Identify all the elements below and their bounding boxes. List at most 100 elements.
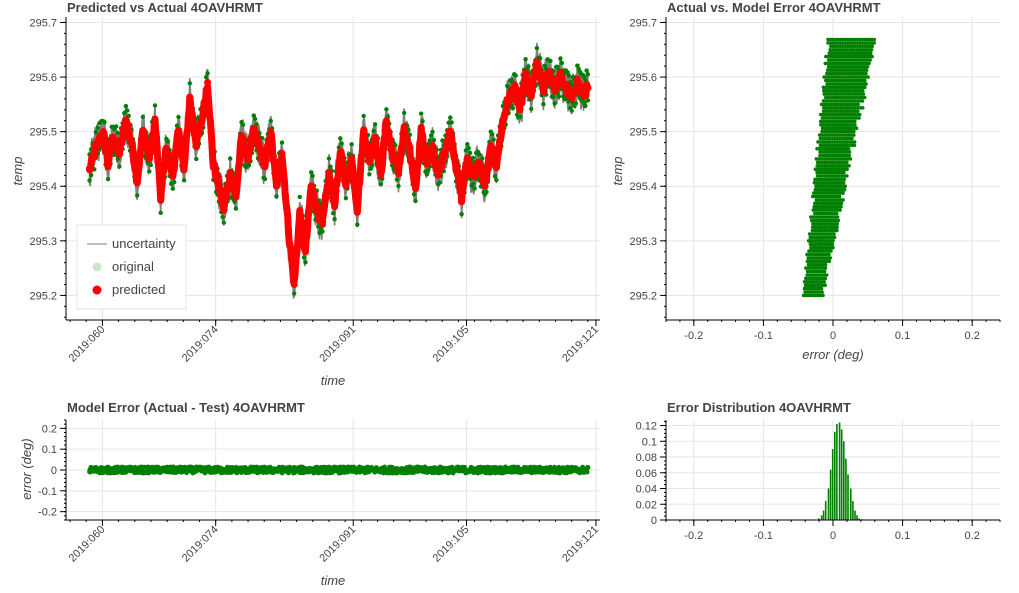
error-point [866, 75, 870, 79]
error-point [833, 85, 838, 90]
error-point [865, 41, 869, 45]
error-point [831, 191, 835, 195]
error-point [830, 187, 835, 192]
error-point [847, 71, 851, 76]
y-tick-label: 295.4 [29, 181, 57, 193]
error-point [841, 58, 846, 62]
error-point [842, 82, 846, 86]
error-point [841, 109, 845, 113]
original-point [584, 68, 589, 73]
original-point [472, 186, 477, 191]
error-point [823, 140, 828, 144]
model-error-vs-temp-panel: Actual vs. Model Error 4OAVHRMT -0.2 -0.1… [610, 0, 1001, 362]
error-point [820, 146, 824, 151]
predicted-point [406, 150, 414, 157]
original-point [194, 156, 199, 162]
error-point [816, 191, 821, 195]
predicted-point [232, 193, 240, 201]
error-point [832, 174, 837, 178]
histogram-bar [820, 515, 823, 520]
error-point [841, 88, 846, 93]
original-point [427, 138, 432, 143]
histogram-bar [840, 429, 843, 520]
error-point [814, 157, 819, 161]
error-point [847, 150, 852, 154]
predicted-point [556, 73, 564, 81]
original-point [343, 196, 349, 201]
error-point [815, 181, 819, 185]
error-point [866, 51, 870, 55]
original-point [105, 176, 111, 182]
predicted-point [272, 182, 280, 190]
predicted-point [255, 144, 263, 152]
original-point [371, 128, 376, 134]
error-point [835, 143, 840, 148]
predicted-point [499, 117, 507, 125]
error-point [850, 140, 854, 144]
error-point [833, 95, 838, 100]
error-point [811, 239, 816, 243]
error-point [836, 102, 841, 107]
error-point [847, 164, 851, 168]
x-tick-label: 0.2 [965, 530, 980, 542]
error-point [841, 106, 845, 110]
error-point [818, 194, 822, 199]
y-tick-label: 0 [51, 465, 57, 477]
y-tick-label: 0.08 [636, 452, 657, 464]
x-tick-label: 2019:060 [67, 524, 108, 565]
error-point [822, 88, 826, 93]
error-point [835, 177, 839, 182]
predicted-point [522, 73, 530, 81]
y-tick-label: 295.5 [29, 127, 57, 139]
original-point [477, 152, 482, 157]
error-point [834, 129, 839, 134]
error-point [827, 259, 832, 264]
error-point [826, 215, 830, 219]
original-point [440, 138, 445, 143]
original-point [413, 198, 418, 204]
error-point [845, 140, 849, 144]
predicted-point [371, 133, 379, 141]
original-point [252, 116, 258, 122]
error-point [819, 157, 823, 161]
error-point [822, 269, 827, 274]
axes: -0.2 -0.1 0 0.1 0.2 295.2 295.3 295.4 295.5 295.6… [629, 17, 1001, 342]
predicted-point [128, 139, 135, 147]
error-point [811, 215, 815, 219]
error-point [823, 266, 828, 270]
error-point [818, 276, 823, 281]
x-tick-label: 2019:105 [431, 524, 472, 565]
error-point [813, 167, 818, 171]
x-tick-label: -0.1 [754, 330, 773, 342]
error-point [831, 112, 835, 117]
error-point [834, 58, 838, 62]
error-point [829, 218, 833, 223]
error-point [860, 44, 865, 49]
predicted-point [175, 128, 182, 136]
predicted-point [302, 248, 309, 256]
error-point [845, 41, 850, 45]
predicted-point [238, 133, 246, 141]
original-point [233, 206, 239, 211]
error-point [853, 37, 857, 42]
error-point [859, 92, 863, 96]
error-point [832, 164, 837, 168]
error-point [829, 102, 834, 107]
error-point [823, 123, 828, 127]
error-point [832, 228, 837, 233]
predicted-point [319, 221, 326, 228]
error-point [814, 262, 818, 267]
error-point [822, 273, 826, 277]
original-point [279, 140, 285, 145]
error-point [845, 78, 850, 83]
y-tick-label: 0 [651, 515, 657, 527]
predicted-point [145, 155, 153, 163]
predicted-point [417, 128, 425, 136]
error-point [830, 242, 835, 246]
original-point [430, 129, 435, 134]
predicted-point [527, 89, 535, 97]
error-point [822, 75, 826, 79]
error-point [846, 146, 851, 151]
original-point [148, 162, 153, 168]
original-point [187, 81, 192, 86]
